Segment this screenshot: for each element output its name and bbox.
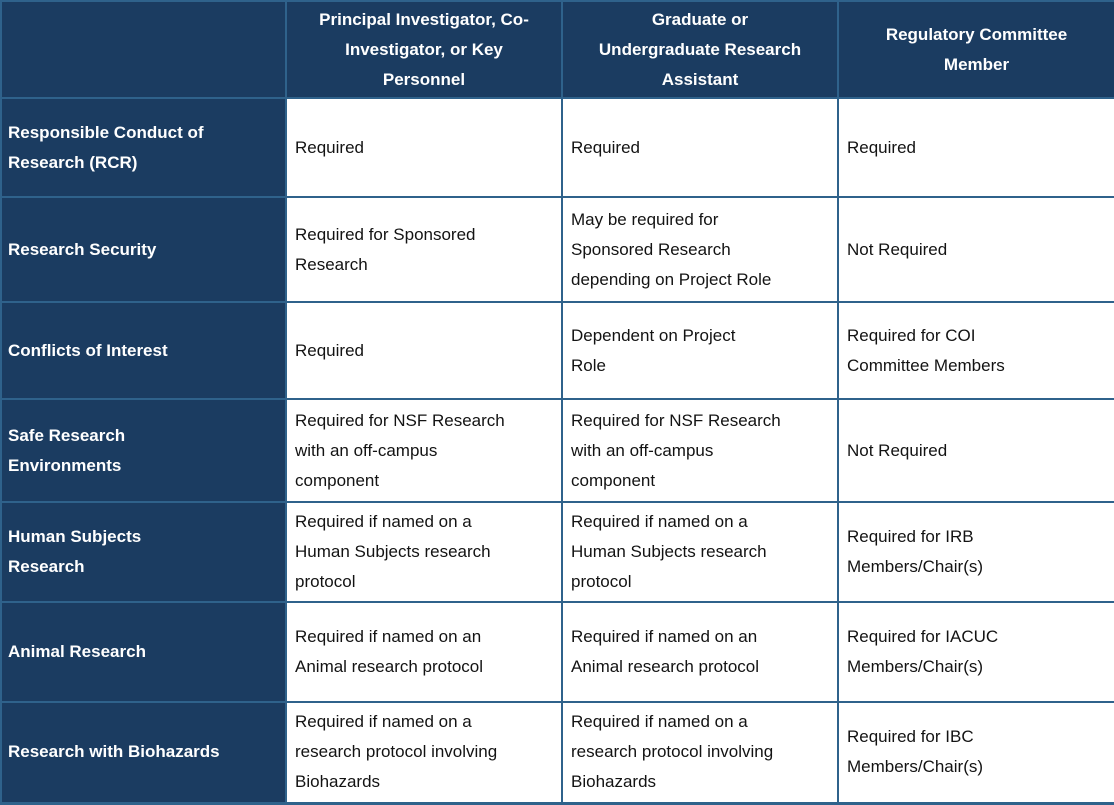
table-row-rcr: Responsible Conduct of Research (RCR) Re… (0, 97, 1114, 198)
table-cell: Required if named on a Human Subjects re… (561, 501, 839, 603)
table-cell: Dependent on Project Role (561, 301, 839, 400)
column-header-research-assistant: Graduate or Undergraduate Research Assis… (561, 0, 839, 99)
table-row-safe-research-environments: Safe Research Environments Required for … (0, 398, 1114, 503)
row-label-research-security: Research Security (0, 196, 287, 303)
column-header-principal-investigator: Principal Investigator, Co- Investigator… (285, 0, 563, 99)
table-cell: Required if named on an Animal research … (561, 601, 839, 703)
row-label-safe-research-environments: Safe Research Environments (0, 398, 287, 503)
table-cell: Required (285, 97, 563, 198)
row-label-conflicts-of-interest: Conflicts of Interest (0, 301, 287, 400)
table-row-human-subjects: Human Subjects Research Required if name… (0, 501, 1114, 603)
table-row-biohazards: Research with Biohazards Required if nam… (0, 701, 1114, 804)
table-cell: Required for NSF Research with an off-ca… (561, 398, 839, 503)
row-label-rcr: Responsible Conduct of Research (RCR) (0, 97, 287, 198)
row-label-human-subjects: Human Subjects Research (0, 501, 287, 603)
table-cell: Required for IBC Members/Chair(s) (837, 701, 1114, 804)
table-cell: Required for Sponsored Research (285, 196, 563, 303)
table-cell: Required for IRB Members/Chair(s) (837, 501, 1114, 603)
table-cell: Not Required (837, 196, 1114, 303)
row-label-biohazards: Research with Biohazards (0, 701, 287, 804)
header-row: Principal Investigator, Co- Investigator… (0, 0, 1114, 99)
table-cell: Required for IACUC Members/Chair(s) (837, 601, 1114, 703)
corner-cell (0, 0, 287, 99)
table-cell: Required for COI Committee Members (837, 301, 1114, 400)
table-row-research-security: Research Security Required for Sponsored… (0, 196, 1114, 303)
table-cell: Required (561, 97, 839, 198)
table-cell: Required if named on a research protocol… (285, 701, 563, 804)
table-row-animal-research: Animal Research Required if named on an … (0, 601, 1114, 703)
column-header-regulatory-committee: Regulatory Committee Member (837, 0, 1114, 99)
table-cell: Required for NSF Research with an off-ca… (285, 398, 563, 503)
table-cell: Required (285, 301, 563, 400)
row-label-animal-research: Animal Research (0, 601, 287, 703)
table-cell: Required if named on a Human Subjects re… (285, 501, 563, 603)
table-cell: Required if named on an Animal research … (285, 601, 563, 703)
table-cell: Required (837, 97, 1114, 198)
table-row-conflicts-of-interest: Conflicts of Interest Required Dependent… (0, 301, 1114, 400)
table-cell: Required if named on a research protocol… (561, 701, 839, 804)
table-cell: May be required for Sponsored Research d… (561, 196, 839, 303)
table-cell: Not Required (837, 398, 1114, 503)
